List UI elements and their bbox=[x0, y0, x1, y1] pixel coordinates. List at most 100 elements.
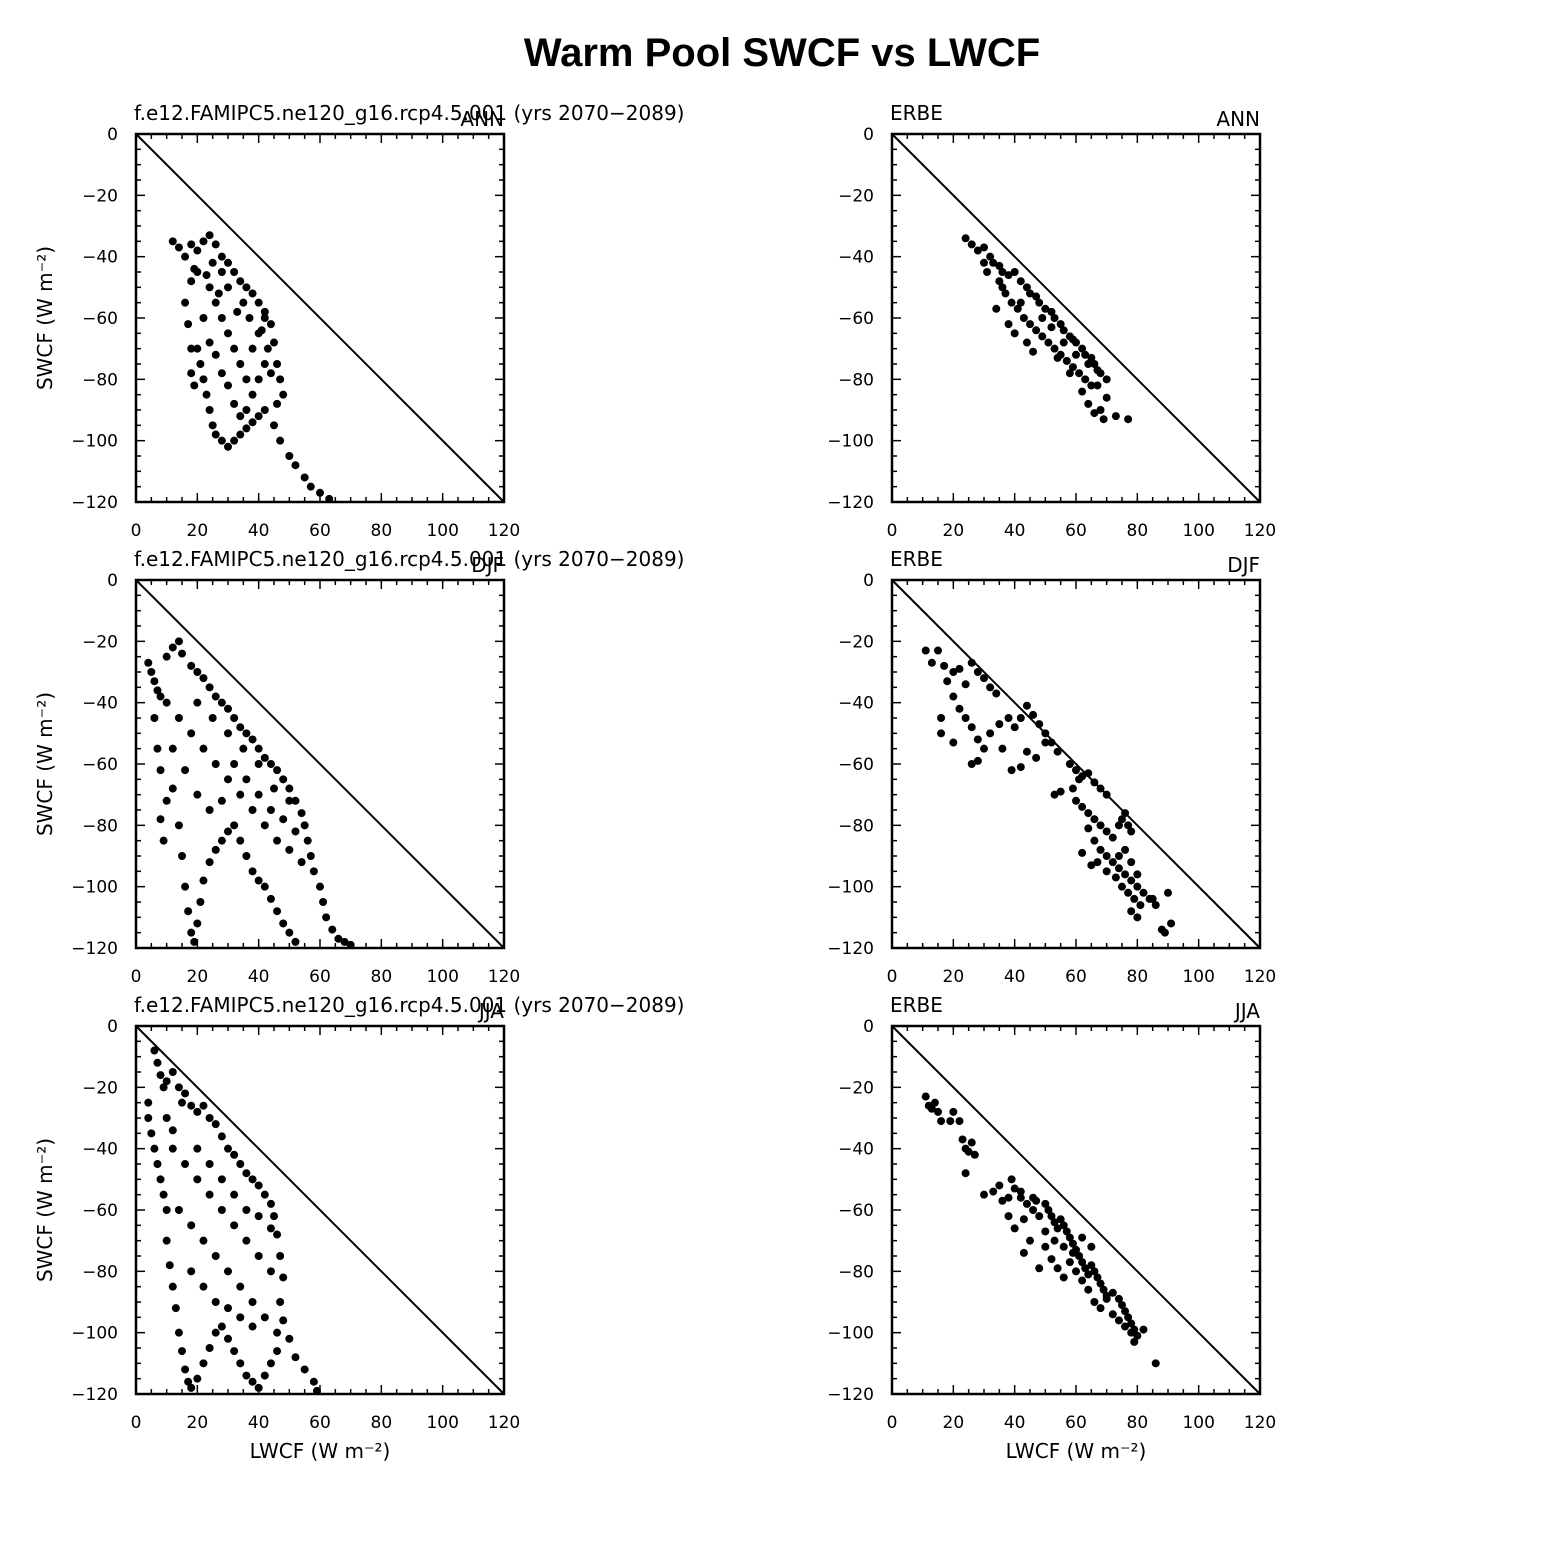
data-point bbox=[224, 1304, 232, 1313]
data-point bbox=[276, 436, 285, 445]
data-point bbox=[168, 1144, 177, 1153]
y-tick-label: −40 bbox=[838, 694, 874, 714]
x-tick-label: 0 bbox=[887, 967, 898, 987]
data-point bbox=[242, 375, 251, 384]
data-point bbox=[291, 937, 300, 946]
data-point bbox=[973, 668, 982, 676]
data-point bbox=[217, 836, 226, 845]
y-tick-label: −60 bbox=[82, 1201, 118, 1221]
data-point bbox=[285, 845, 294, 854]
reference-line bbox=[135, 133, 505, 503]
data-point bbox=[174, 1328, 183, 1337]
data-point bbox=[1056, 787, 1065, 796]
data-point bbox=[156, 1175, 165, 1184]
data-point bbox=[205, 1114, 214, 1122]
data-point bbox=[1056, 320, 1065, 329]
data-point bbox=[1102, 867, 1111, 876]
y-tick-label: −120 bbox=[827, 1385, 874, 1405]
data-point bbox=[980, 674, 988, 683]
data-point bbox=[181, 1089, 190, 1098]
data-point bbox=[1062, 1227, 1071, 1236]
data-point bbox=[236, 1359, 245, 1368]
data-point bbox=[260, 1313, 269, 1322]
data-point bbox=[1148, 894, 1157, 903]
data-point bbox=[168, 784, 177, 793]
data-point bbox=[208, 714, 217, 722]
data-point bbox=[1127, 858, 1136, 867]
data-point bbox=[1035, 720, 1044, 729]
data-point bbox=[260, 360, 269, 368]
data-point bbox=[224, 258, 232, 267]
data-point bbox=[1050, 790, 1059, 799]
data-point bbox=[1010, 329, 1019, 338]
data-point bbox=[260, 1371, 269, 1380]
data-point bbox=[955, 1117, 964, 1126]
data-point bbox=[165, 1261, 174, 1270]
data-point bbox=[217, 252, 226, 261]
data-point bbox=[1065, 1233, 1074, 1242]
data-point bbox=[187, 1221, 196, 1230]
data-point bbox=[236, 1282, 245, 1291]
data-point bbox=[1087, 1261, 1096, 1270]
data-point bbox=[1151, 901, 1160, 910]
data-point bbox=[211, 240, 220, 249]
data-point bbox=[181, 252, 190, 261]
data-point bbox=[1108, 1310, 1117, 1319]
data-point bbox=[276, 375, 285, 384]
data-point bbox=[248, 1298, 257, 1306]
data-point bbox=[174, 1206, 183, 1214]
data-point bbox=[230, 1190, 239, 1199]
data-point bbox=[193, 1107, 202, 1116]
data-point bbox=[1087, 1242, 1096, 1251]
y-tick-label: −120 bbox=[71, 1385, 118, 1405]
data-point bbox=[1041, 304, 1050, 313]
data-point bbox=[273, 766, 282, 775]
data-point bbox=[334, 934, 343, 943]
data-point bbox=[1068, 784, 1077, 793]
data-point bbox=[156, 692, 165, 701]
figure-title: Warm Pool SWCF vs LWCF bbox=[524, 31, 1040, 75]
y-tick-label: −120 bbox=[71, 493, 118, 513]
data-point bbox=[1053, 747, 1062, 756]
data-point bbox=[1053, 1264, 1062, 1273]
y-tick-label: −100 bbox=[827, 878, 874, 898]
data-point bbox=[328, 925, 337, 934]
data-point bbox=[230, 399, 239, 408]
data-point bbox=[1127, 1328, 1136, 1337]
data-point bbox=[1078, 1276, 1087, 1285]
data-point bbox=[156, 815, 165, 824]
data-point bbox=[266, 894, 275, 903]
data-point bbox=[955, 664, 964, 673]
data-point bbox=[1032, 326, 1041, 335]
data-point bbox=[986, 683, 995, 692]
data-point bbox=[254, 1181, 263, 1190]
data-point bbox=[211, 298, 220, 307]
y-tick-label: 0 bbox=[863, 125, 874, 145]
data-point bbox=[1133, 1331, 1142, 1340]
x-tick-label: 0 bbox=[887, 521, 898, 541]
data-point bbox=[1041, 1199, 1050, 1208]
data-point bbox=[184, 320, 193, 329]
data-point bbox=[168, 1126, 177, 1135]
data-point bbox=[1047, 1212, 1056, 1221]
data-point bbox=[967, 760, 976, 768]
data-point bbox=[211, 1298, 220, 1306]
data-point bbox=[300, 1365, 309, 1374]
data-point bbox=[1035, 1264, 1044, 1273]
data-point bbox=[1047, 307, 1056, 316]
data-point bbox=[236, 277, 245, 286]
data-point bbox=[1099, 415, 1108, 424]
data-point bbox=[202, 390, 211, 399]
x-tick-label: 40 bbox=[1004, 1413, 1026, 1433]
data-point bbox=[1053, 353, 1062, 362]
y-tick-label: −80 bbox=[82, 816, 118, 836]
data-point bbox=[1096, 1279, 1105, 1288]
data-point bbox=[927, 1104, 936, 1113]
data-point bbox=[961, 714, 970, 722]
y-tick-label: 0 bbox=[107, 125, 118, 145]
data-point bbox=[168, 643, 177, 652]
data-point bbox=[266, 320, 275, 329]
data-point bbox=[224, 704, 232, 713]
data-point bbox=[193, 1144, 202, 1153]
data-point bbox=[230, 821, 239, 830]
